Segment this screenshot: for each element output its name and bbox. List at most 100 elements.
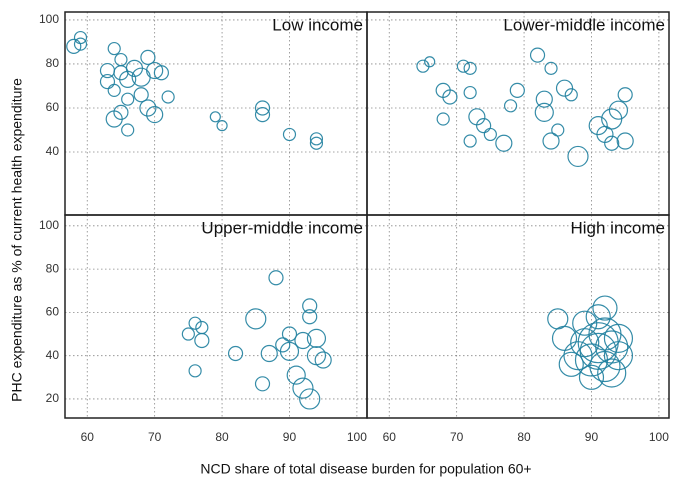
bubble (551, 325, 578, 351)
bubble (535, 90, 553, 108)
x-tick-label: 80 (215, 430, 229, 444)
bubble (281, 326, 298, 342)
bubble (309, 136, 324, 150)
x-tick-label: 100 (649, 430, 669, 444)
x-axis-label: NCD share of total disease burden for po… (200, 461, 531, 477)
bubble (558, 351, 584, 377)
bubble (99, 73, 116, 90)
bubble (608, 100, 629, 120)
bubble (139, 99, 157, 117)
bubble (564, 88, 578, 102)
bubble (617, 87, 633, 103)
bubble (483, 127, 497, 142)
bubble (294, 331, 312, 350)
bubble (133, 87, 149, 103)
panel-title: High income (571, 218, 666, 237)
bubble (463, 61, 477, 75)
bubble (299, 388, 321, 410)
bubble (66, 38, 82, 54)
bubble (73, 30, 88, 45)
bubble (275, 337, 291, 353)
x-tick-label: 100 (347, 430, 367, 444)
y-tick-label: 60 (46, 100, 60, 114)
panel-title: Upper-middle income (201, 218, 363, 237)
bubble (436, 112, 450, 126)
panel-frame (64, 11, 368, 216)
bubble (595, 330, 629, 364)
bubble (603, 323, 634, 353)
bubble (542, 132, 560, 150)
bubble (245, 308, 267, 330)
bubble (254, 376, 271, 392)
y-tick-label: 40 (46, 348, 60, 362)
panel-frame (366, 214, 670, 419)
bubble (99, 62, 116, 79)
panel-frame (366, 11, 670, 216)
bubble (503, 99, 518, 113)
bubble (107, 41, 121, 56)
bubble (588, 116, 608, 136)
y-tick-label: 100 (39, 12, 59, 26)
bubble (114, 52, 128, 67)
x-tick-label: 60 (81, 430, 95, 444)
bubble (105, 110, 123, 128)
bubble (279, 341, 300, 361)
y-tick-label: 100 (39, 218, 59, 232)
x-tick-label: 70 (450, 430, 464, 444)
bubble (585, 304, 611, 330)
bubble (146, 61, 164, 80)
bubble (551, 123, 565, 137)
bubble (153, 65, 169, 81)
bubble (282, 127, 297, 142)
bubble (188, 364, 202, 378)
bubble (442, 89, 458, 105)
bubble (254, 100, 271, 116)
bubble (121, 123, 135, 137)
bubble (544, 61, 558, 75)
bubble (597, 358, 627, 388)
bubble (616, 132, 634, 150)
bubble (509, 82, 525, 98)
bubble (254, 107, 271, 123)
bubble (121, 92, 135, 106)
y-tick-label: 80 (46, 56, 60, 70)
bubble (73, 37, 88, 51)
y-axis-label: PHC expenditure as % of current health e… (9, 78, 25, 402)
bubble (534, 102, 554, 122)
bubble (476, 118, 492, 134)
bubble (195, 320, 209, 335)
bubble (577, 322, 619, 364)
x-tick-label: 90 (585, 430, 599, 444)
bubble (194, 332, 210, 349)
bubble (302, 309, 318, 325)
bubble (181, 327, 195, 341)
bubble (286, 365, 306, 385)
x-tick-label: 80 (517, 430, 531, 444)
bubble (216, 120, 228, 132)
bubble (309, 132, 324, 146)
x-tick-label: 90 (283, 430, 297, 444)
bubble (119, 70, 137, 88)
bubble (209, 111, 221, 123)
bubble (529, 47, 546, 63)
y-tick-label: 40 (46, 144, 60, 158)
y-tick-label: 20 (46, 391, 60, 405)
panel-title: Lower-middle income (503, 15, 665, 34)
bubble (227, 345, 244, 362)
bubble (146, 106, 164, 124)
bubble (424, 56, 436, 68)
bubble (495, 134, 513, 152)
bubble (592, 295, 618, 321)
bubble (302, 298, 318, 314)
x-tick-label: 70 (148, 430, 162, 444)
panel-title: Low income (272, 15, 363, 34)
bubble (463, 85, 477, 100)
bubble (113, 104, 129, 120)
bubble (107, 83, 121, 97)
bubble (456, 59, 470, 73)
bubble (292, 377, 314, 399)
bubble (161, 90, 175, 104)
x-tick-label: 60 (383, 430, 397, 444)
bubble (306, 328, 327, 348)
